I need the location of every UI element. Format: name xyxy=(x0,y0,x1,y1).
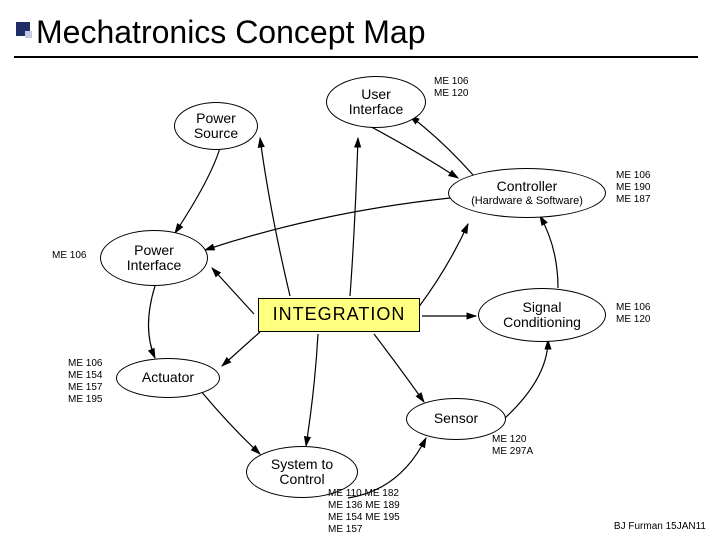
node-label: Conditioning xyxy=(503,315,581,330)
node-power-source: Power Source xyxy=(174,102,258,150)
courses-user-interface: ME 106 ME 120 xyxy=(434,76,468,100)
node-label: Signal xyxy=(523,300,562,315)
page-title: Mechatronics Concept Map xyxy=(36,14,690,51)
courses-power-interface: ME 106 xyxy=(52,250,86,262)
arrow-controller-power_interface xyxy=(205,198,450,250)
node-user-interface: User Interface xyxy=(326,76,426,128)
node-integration: INTEGRATION xyxy=(258,298,420,332)
arrow-sensor-signal_conditioning xyxy=(505,340,548,418)
courses-controller: ME 106 ME 190 ME 187 xyxy=(616,170,650,206)
node-label: Controller xyxy=(497,179,558,194)
arrow-power_source-power_interface xyxy=(175,148,220,233)
footer-credit: BJ Furman 15JAN11 xyxy=(614,521,706,532)
node-signal-conditioning: Signal Conditioning xyxy=(478,288,606,342)
arrow-integration-system xyxy=(306,334,318,446)
courses-sensor: ME 120 ME 297A xyxy=(492,434,533,458)
node-label: Power xyxy=(134,243,174,258)
arrow-integration-powerif xyxy=(212,268,254,314)
node-controller: Controller (Hardware & Software) xyxy=(448,168,606,218)
node-sensor: Sensor xyxy=(406,398,506,440)
node-actuator: Actuator xyxy=(116,358,220,398)
arrow-power_interface-actuator xyxy=(149,286,156,358)
node-label: INTEGRATION xyxy=(273,305,406,325)
arrow-integration-ctrl xyxy=(418,224,468,308)
node-label: Actuator xyxy=(142,370,194,385)
arrow-actuator-system_to_control xyxy=(200,390,260,454)
node-label: Source xyxy=(194,126,238,141)
node-label: User xyxy=(361,87,391,102)
concept-map-diagram: Power Source User Interface Controller (… xyxy=(0,58,720,540)
node-label: Sensor xyxy=(434,411,478,426)
arrow-controller-user_interface xyxy=(410,116,474,176)
node-power-interface: Power Interface xyxy=(100,230,208,286)
node-label: Interface xyxy=(349,102,403,117)
arrow-signal_conditioning-controller xyxy=(540,216,558,288)
title-bullet-icon xyxy=(16,22,30,36)
arrow-integration-sensor xyxy=(374,334,424,402)
node-label: Control xyxy=(279,472,324,487)
arrow-integration-actuator xyxy=(222,332,260,366)
node-label: Interface xyxy=(127,258,181,273)
arrow-integration-up1 xyxy=(260,138,290,296)
node-label: Power xyxy=(196,111,236,126)
courses-signal-conditioning: ME 106 ME 120 xyxy=(616,302,650,326)
node-sublabel: (Hardware & Software) xyxy=(471,195,583,207)
courses-system-to-control: ME 110 ME 182 ME 136 ME 189 ME 154 ME 19… xyxy=(328,488,400,536)
courses-actuator: ME 106 ME 154 ME 157 ME 195 xyxy=(68,358,102,406)
node-label: System to xyxy=(271,457,333,472)
arrow-integration-up2 xyxy=(350,138,358,296)
